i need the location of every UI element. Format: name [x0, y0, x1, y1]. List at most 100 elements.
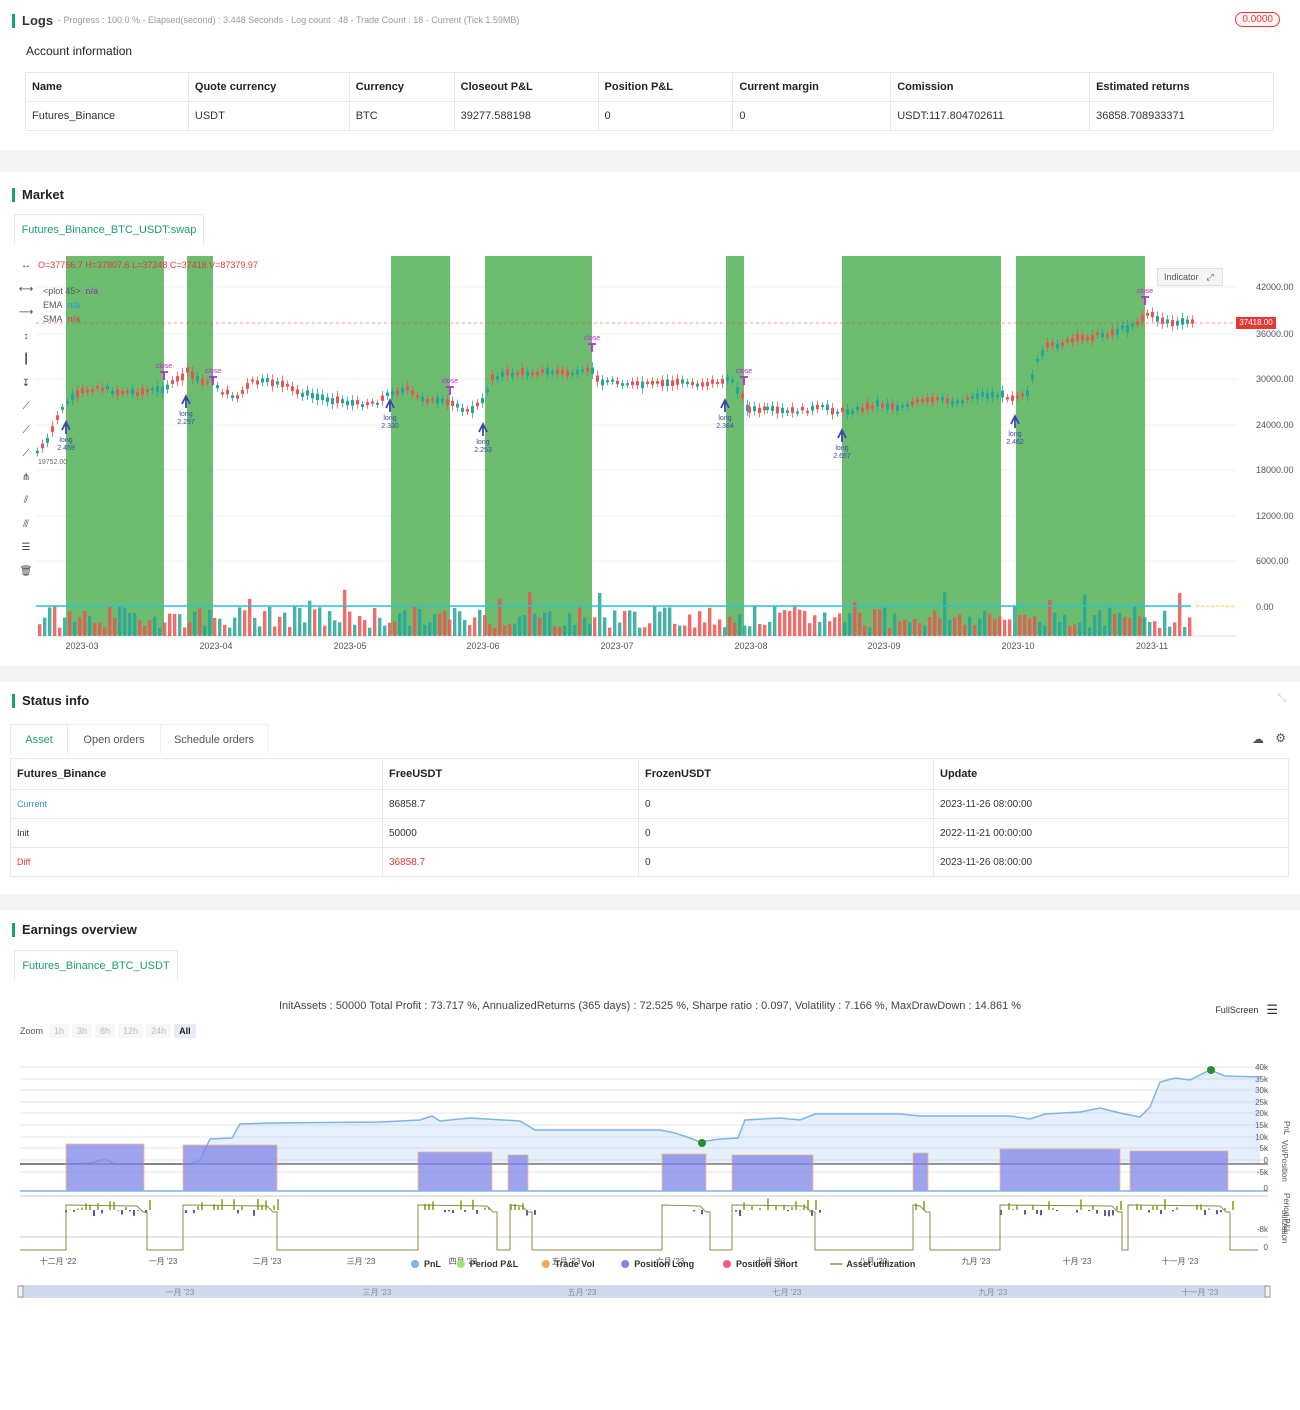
- volume-bar: [1188, 617, 1192, 636]
- candle-body: [646, 381, 649, 385]
- candle-body: [321, 394, 324, 401]
- trash-icon[interactable]: 🗑: [19, 565, 33, 577]
- period-pnl-bar: [783, 1204, 785, 1210]
- volume-bar: [1008, 619, 1012, 636]
- zoom-option-1h[interactable]: 1h: [49, 1024, 70, 1038]
- zoom-option-24h[interactable]: 24h: [146, 1024, 172, 1038]
- vertical-ray-icon[interactable]: ↧: [21, 377, 31, 389]
- trend-angle-icon[interactable]: ⟋: [22, 424, 30, 436]
- candle-body: [1146, 312, 1149, 316]
- y-tick-label: 30000.00: [1256, 374, 1294, 384]
- market-symbol-tab[interactable]: Futures_Binance_BTC_USDT:swap: [14, 214, 204, 244]
- volume-bar: [108, 606, 112, 636]
- period-pnl-bar: [265, 1200, 267, 1210]
- x-tick-label: 九月 '23: [962, 1257, 991, 1266]
- candle-body: [701, 382, 704, 387]
- candle-body: [1021, 393, 1024, 397]
- trend-arrow-icon[interactable]: ⟋: [22, 448, 30, 459]
- volume-bar: [698, 611, 702, 636]
- candle-body: [41, 443, 44, 449]
- position-long-bar: [661, 1153, 707, 1192]
- volume-bar: [893, 613, 897, 636]
- earnings-chart[interactable]: 40k 35k 30k 25k 20k 15k 10k 5k 0 -5k PnL -8k Period …: [0, 1020, 1300, 1410]
- candle-body: [1131, 323, 1134, 327]
- cloud-icon[interactable]: ☁: [1252, 732, 1264, 746]
- tab-open-orders[interactable]: Open orders: [68, 724, 160, 754]
- volume-bar: [938, 618, 942, 636]
- pnl-tick-label: 30k: [1255, 1086, 1269, 1095]
- volume-bar: [183, 627, 187, 636]
- volume-bar: [433, 614, 437, 636]
- navigator-handle-right: [1264, 1285, 1271, 1298]
- volume-bar: [1128, 618, 1132, 636]
- candle-body: [566, 370, 569, 376]
- candle-body: [221, 392, 224, 395]
- candle-body: [461, 407, 464, 412]
- indicator-button[interactable]: Indicator ⤢: [1157, 268, 1223, 286]
- tab-asset[interactable]: Asset: [10, 724, 68, 754]
- volume-bar: [133, 613, 137, 636]
- volume-bar: [923, 625, 927, 636]
- vertical-line-icon[interactable]: ↕: [23, 330, 29, 342]
- candle-body: [1121, 325, 1124, 329]
- collapse-icon[interactable]: ⤡: [1277, 692, 1286, 704]
- period-pnl-bar: [133, 1210, 135, 1216]
- candle-body: [536, 371, 539, 376]
- candle-body: [821, 405, 824, 408]
- vertical-segment-icon[interactable]: ┃: [22, 354, 30, 365]
- x-tick-label: 2023-08: [734, 641, 767, 651]
- candle-body: [981, 391, 984, 397]
- earnings-summary: InitAssets : 50000 Total Profit : 73.717…: [278, 1000, 1022, 1012]
- candle-body: [316, 393, 319, 401]
- pitchfork-icon[interactable]: ⫻: [23, 518, 29, 530]
- volume-bar: [703, 622, 707, 636]
- volume-bar: [483, 615, 487, 636]
- period-pnl-bar: [1152, 1206, 1154, 1210]
- horizontal-line-icon[interactable]: ⟷: [18, 283, 34, 295]
- candle-body: [306, 390, 309, 396]
- candle-body: [931, 397, 934, 403]
- parallel-channel-icon[interactable]: ⫽: [23, 495, 29, 506]
- trend-line-icon[interactable]: ⟋: [22, 401, 30, 412]
- volume-bar: [1143, 617, 1147, 636]
- volume-bar: [683, 625, 687, 636]
- volume-bar: [863, 625, 867, 636]
- period-pnl-bar: [81, 1207, 83, 1210]
- candle-body: [181, 373, 184, 381]
- horizontal-ray-icon[interactable]: ⟶: [18, 307, 34, 318]
- volume-bar: [118, 606, 122, 636]
- crosshair-icon[interactable]: ↔: [21, 260, 31, 271]
- candle-body: [526, 371, 529, 376]
- zoom-option-All[interactable]: All: [174, 1024, 196, 1038]
- volume-bar: [243, 610, 247, 636]
- volume-bar: [978, 618, 982, 636]
- volume-bar: [1078, 622, 1082, 636]
- logs-badge[interactable]: 0.0000: [1235, 12, 1280, 27]
- volume-bar: [763, 624, 767, 636]
- market-section: Market Futures_Binance_BTC_USDT:swap ↔ ⟷ ⟶…: [0, 172, 1300, 666]
- tab-schedule-orders[interactable]: Schedule orders: [160, 724, 268, 754]
- gear-icon[interactable]: ⚙: [1275, 731, 1286, 745]
- volume-bar: [968, 616, 972, 636]
- volume-bar: [668, 607, 672, 636]
- x-tick-label: 2023-07: [600, 641, 633, 651]
- zoom-option-8h[interactable]: 8h: [95, 1024, 116, 1038]
- position-long-bar: [182, 1144, 278, 1192]
- measure-icon[interactable]: ☰: [21, 542, 31, 553]
- candle-body: [811, 405, 814, 411]
- volume-bar: [513, 623, 517, 636]
- zoom-option-3h[interactable]: 3h: [72, 1024, 93, 1038]
- earnings-symbol-tab[interactable]: Futures_Binance_BTC_USDT: [14, 950, 178, 980]
- period-pnl-bar: [1196, 1204, 1198, 1210]
- menu-icon[interactable]: ☰: [1266, 1002, 1278, 1017]
- fullscreen-button[interactable]: FullScreen ☰: [1215, 1002, 1278, 1017]
- price-chart[interactable]: 42000.00 36000.00 30000.00 24000.00 18000.00…: [36, 252, 1298, 672]
- legend-dot-icon: [541, 1260, 550, 1268]
- max-point-marker: [1207, 1066, 1215, 1074]
- pnl-tick-label: 25k: [1255, 1098, 1269, 1107]
- volume-bar: [548, 611, 552, 636]
- period-pnl-bar: [237, 1210, 239, 1214]
- volume-bar: [748, 626, 752, 636]
- zoom-option-12h[interactable]: 12h: [118, 1024, 144, 1038]
- fib-retracement-icon[interactable]: ⋔: [21, 471, 31, 483]
